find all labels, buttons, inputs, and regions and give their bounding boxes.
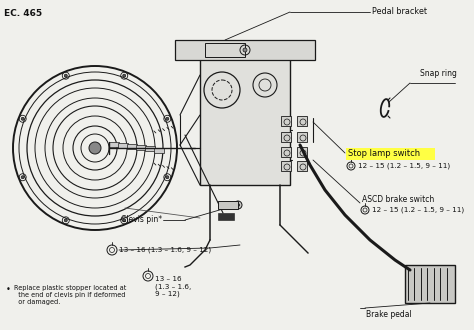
FancyBboxPatch shape bbox=[346, 148, 436, 159]
Bar bbox=[297, 147, 307, 157]
Circle shape bbox=[21, 117, 24, 120]
Bar bbox=[127, 144, 137, 149]
Circle shape bbox=[21, 176, 24, 179]
Text: Clevis pin*: Clevis pin* bbox=[121, 215, 162, 224]
Bar bbox=[281, 161, 291, 171]
Bar bbox=[218, 201, 238, 209]
Circle shape bbox=[64, 219, 67, 222]
Bar bbox=[136, 145, 146, 150]
Circle shape bbox=[166, 176, 169, 179]
Text: Replace plastic stopper located at
  the end of clevis pin if deformed
  or dama: Replace plastic stopper located at the e… bbox=[14, 285, 127, 305]
Bar bbox=[281, 132, 291, 142]
Bar bbox=[405, 265, 455, 303]
Text: EC. 465: EC. 465 bbox=[4, 9, 42, 18]
Circle shape bbox=[237, 204, 239, 207]
Text: ASCD brake switch: ASCD brake switch bbox=[362, 195, 434, 204]
Text: Snap ring: Snap ring bbox=[420, 69, 457, 78]
Text: •: • bbox=[6, 285, 11, 294]
Text: Stop lamp switch: Stop lamp switch bbox=[348, 148, 420, 157]
Text: Pedal bracket: Pedal bracket bbox=[372, 7, 427, 16]
Circle shape bbox=[123, 74, 126, 77]
Circle shape bbox=[234, 201, 242, 209]
Circle shape bbox=[243, 48, 247, 52]
Bar bbox=[205, 43, 245, 57]
Bar bbox=[109, 142, 119, 147]
Text: Brake pedal: Brake pedal bbox=[366, 310, 412, 319]
Text: 13 – 16 (1.3 – 1.6, 9 – 12): 13 – 16 (1.3 – 1.6, 9 – 12) bbox=[119, 247, 211, 253]
Bar bbox=[154, 148, 164, 152]
Circle shape bbox=[166, 117, 169, 120]
Text: 12 – 15 (1.2 – 1.5, 9 – 11): 12 – 15 (1.2 – 1.5, 9 – 11) bbox=[358, 163, 450, 169]
Bar bbox=[297, 161, 307, 171]
Text: 12 – 15 (1.2 – 1.5, 9 – 11): 12 – 15 (1.2 – 1.5, 9 – 11) bbox=[372, 207, 464, 213]
Bar bbox=[281, 147, 291, 157]
Bar bbox=[297, 116, 307, 126]
Bar bbox=[118, 143, 128, 148]
Circle shape bbox=[123, 219, 126, 222]
Bar bbox=[175, 40, 315, 60]
Circle shape bbox=[64, 74, 67, 77]
Bar bbox=[145, 146, 155, 151]
Circle shape bbox=[89, 142, 101, 154]
Bar bbox=[297, 132, 307, 142]
Bar bbox=[281, 116, 291, 126]
Bar bbox=[218, 213, 234, 220]
Bar bbox=[200, 55, 290, 185]
Text: 13 – 16
(1.3 – 1.6,
9 – 12): 13 – 16 (1.3 – 1.6, 9 – 12) bbox=[155, 276, 191, 297]
